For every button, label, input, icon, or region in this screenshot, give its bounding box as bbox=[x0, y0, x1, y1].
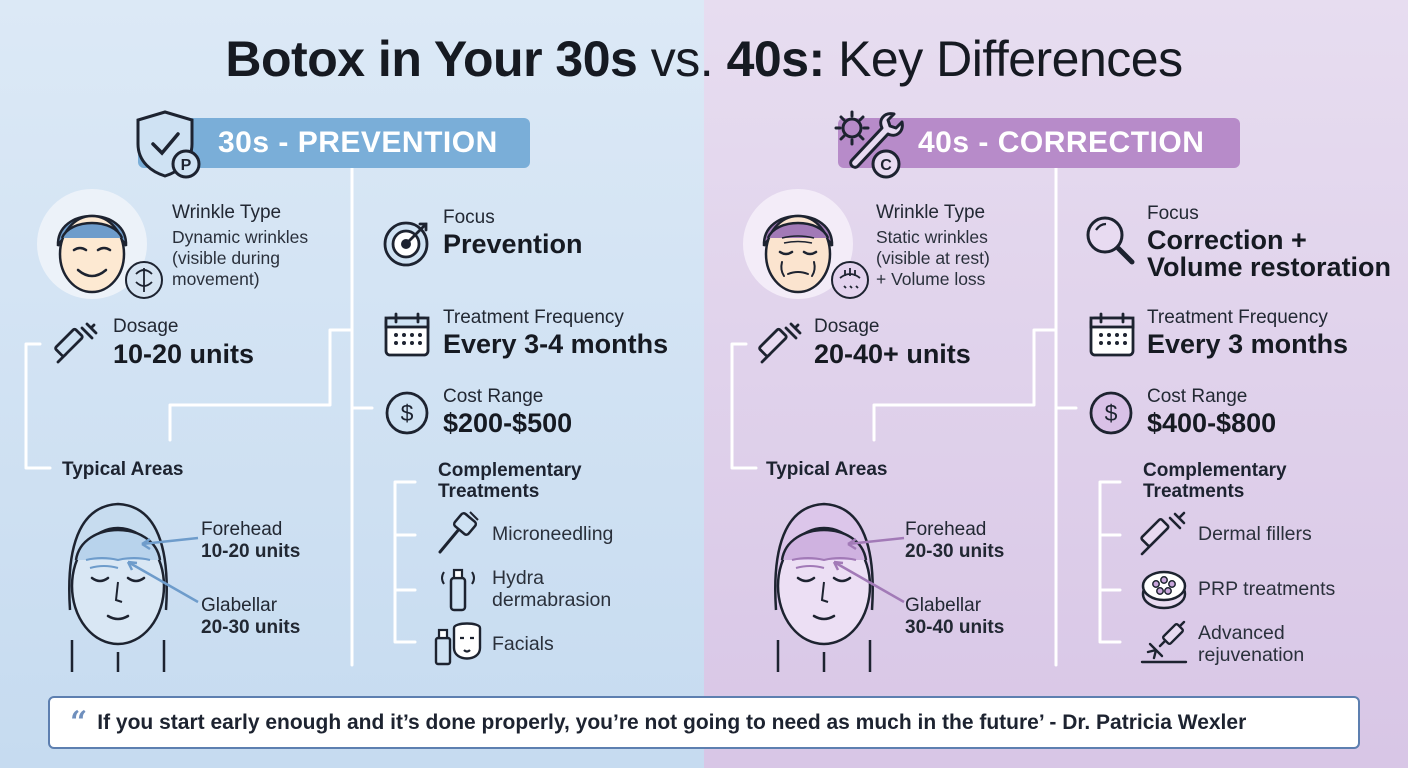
treatment-item-40s-2: Advanced rejuvenation bbox=[1198, 622, 1305, 667]
dosage-value-30s: 10-20 units bbox=[113, 339, 255, 369]
wrinkle-type-label-30s: Wrinkle Type bbox=[172, 202, 282, 223]
wrinkle-type-label-40s: Wrinkle Type bbox=[876, 202, 986, 223]
prp-dish-icon bbox=[1141, 570, 1187, 610]
complementary-label-30s: Complementary Treatments bbox=[438, 460, 582, 503]
frequency-value-30s: Every 3-4 months bbox=[443, 329, 669, 359]
treatment-item-30s-2: Facials bbox=[492, 633, 554, 655]
facial-mask-icon bbox=[434, 622, 482, 666]
typical-areas-label-40s: Typical Areas bbox=[766, 459, 888, 480]
correction-badge-letter: C bbox=[880, 157, 892, 174]
forehead-area-40s: Forehead 20-30 units bbox=[905, 519, 1005, 562]
glabellar-area-40s: Glabellar 30-40 units bbox=[905, 595, 1005, 638]
quote-mark-icon: “ bbox=[70, 705, 88, 740]
treatment-item-30s-0: Microneedling bbox=[492, 523, 614, 545]
shield-check-icon: P bbox=[136, 110, 201, 179]
typical-areas-label-30s: Typical Areas bbox=[62, 459, 184, 480]
wrinkle-type-desc-40s: Static wrinkles (visible at rest) + Volu… bbox=[876, 227, 990, 289]
banner-40s-correction: 40s - CORRECTION bbox=[838, 118, 1240, 168]
syringe-icon bbox=[758, 322, 802, 364]
dermal-filler-syringe-icon bbox=[1140, 511, 1186, 556]
cost-label-40s: Cost Range bbox=[1147, 386, 1248, 407]
calendar-icon bbox=[384, 312, 430, 357]
calendar-icon bbox=[1089, 312, 1135, 357]
microneedling-pen-icon bbox=[438, 511, 479, 554]
frequency-label-40s: Treatment Frequency bbox=[1147, 307, 1328, 328]
hydra-device-icon bbox=[441, 568, 475, 612]
treatment-item-40s-0: Dermal fillers bbox=[1198, 523, 1312, 545]
mature-face-icon bbox=[743, 189, 869, 299]
dosage-value-40s: 20-40+ units bbox=[814, 339, 971, 369]
dosage-label-30s: Dosage bbox=[113, 316, 179, 337]
magnifier-icon bbox=[1086, 216, 1135, 265]
treatment-item-40s-1: PRP treatments bbox=[1198, 578, 1336, 600]
gear-wrench-icon: C bbox=[834, 110, 904, 179]
banner-30s-prevention: 30s - PREVENTION bbox=[138, 118, 530, 168]
svg-text:$: $ bbox=[1105, 400, 1118, 426]
glabellar-area-30s: Glabellar 20-30 units bbox=[201, 595, 301, 638]
page-title: Botox in Your 30s vs. 40s: Key Differenc… bbox=[225, 31, 1183, 87]
target-icon bbox=[383, 221, 429, 267]
frequency-label-30s: Treatment Frequency bbox=[443, 307, 624, 328]
focus-value-40s: Correction + Volume restoration bbox=[1147, 225, 1392, 282]
doctor-quote: “ If you start early enough and it’s done… bbox=[48, 696, 1360, 749]
dollar-coin-icon: $ bbox=[1089, 391, 1133, 435]
focus-value-30s: Prevention bbox=[443, 229, 583, 259]
cost-value-30s: $200-$500 bbox=[443, 408, 573, 438]
svg-text:$: $ bbox=[401, 400, 414, 426]
dosage-label-40s: Dosage bbox=[814, 316, 880, 337]
dollar-coin-icon: $ bbox=[385, 391, 429, 435]
syringe-icon bbox=[54, 322, 98, 364]
complementary-label-40s: Complementary Treatments bbox=[1143, 460, 1287, 503]
face-areas-illustration-40s bbox=[774, 502, 905, 672]
treatment-item-30s-1: Hydra dermabrasion bbox=[492, 567, 612, 612]
focus-label-40s: Focus bbox=[1147, 203, 1199, 224]
face-areas-illustration-30s bbox=[68, 502, 199, 672]
cost-value-40s: $400-$800 bbox=[1147, 408, 1277, 438]
quote-text: If you start early enough and it’s done … bbox=[97, 711, 1247, 734]
prevention-badge-letter: P bbox=[181, 157, 192, 174]
laser-device-icon bbox=[1140, 620, 1188, 664]
cost-label-30s: Cost Range bbox=[443, 386, 544, 407]
focus-label-30s: Focus bbox=[443, 207, 495, 228]
frequency-value-40s: Every 3 months bbox=[1147, 329, 1349, 359]
forehead-area-30s: Forehead 10-20 units bbox=[201, 519, 301, 562]
young-face-icon bbox=[37, 189, 163, 299]
wrinkle-type-desc-30s: Dynamic wrinkles (visible during movemen… bbox=[172, 227, 309, 289]
